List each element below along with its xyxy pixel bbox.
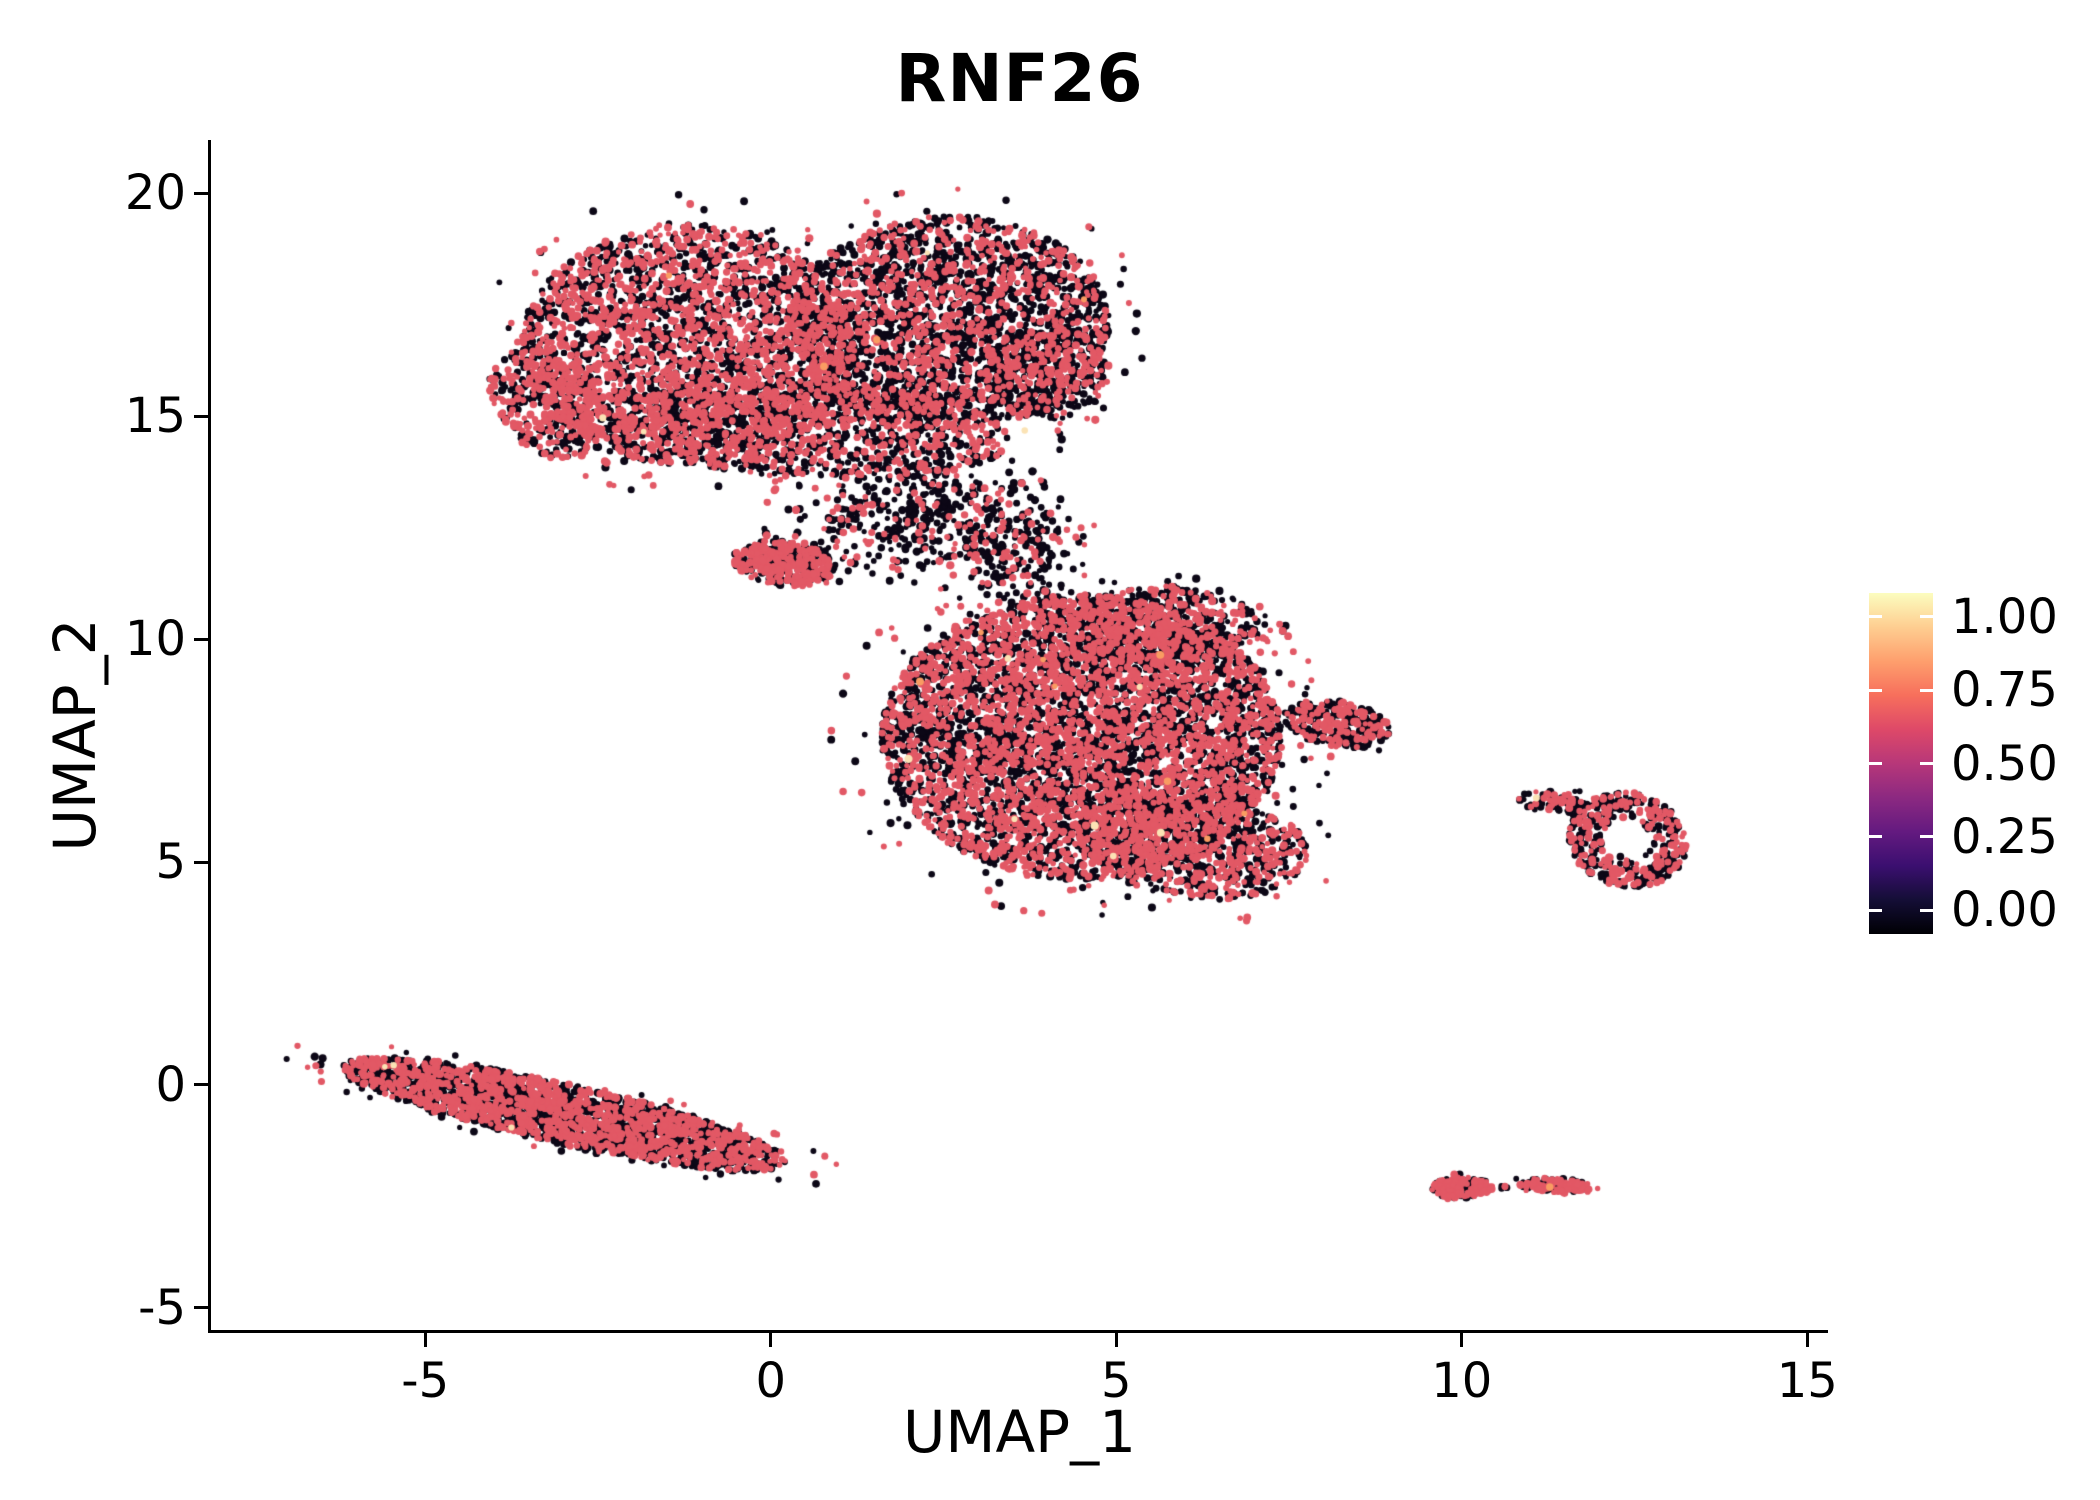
y-axis-tick [194, 637, 208, 641]
plot-area [211, 140, 1828, 1330]
colorbar-label: 0.25 [1951, 808, 2058, 865]
colorbar-label: 1.00 [1951, 588, 2058, 645]
colorbar-tick-right [1920, 908, 1933, 912]
x-axis-tick-label: 15 [1776, 1353, 1838, 1409]
x-axis-tick-label: 5 [1100, 1353, 1132, 1409]
x-axis-tick [1460, 1333, 1464, 1347]
y-axis-tick [194, 1083, 208, 1087]
y-axis-tick [194, 860, 208, 864]
x-axis-tick [1114, 1333, 1118, 1347]
y-axis-tick [194, 191, 208, 195]
colorbar-tick-right [1920, 835, 1933, 839]
scatter-points-canvas [211, 140, 1828, 1330]
x-axis-tick [769, 1333, 773, 1347]
x-axis-line [208, 1330, 1828, 1333]
y-axis-tick [194, 1306, 208, 1310]
y-axis-tick-label: -5 [138, 1279, 186, 1336]
colorbar-tick-right [1920, 762, 1933, 765]
x-axis-tick [1805, 1333, 1809, 1347]
x-axis-tick-label: -5 [401, 1353, 450, 1409]
colorbar-gradient [1869, 593, 1933, 934]
y-axis-line [208, 140, 211, 1333]
x-axis-tick-label: 0 [755, 1353, 786, 1409]
colorbar-tick-right [1920, 688, 1933, 692]
colorbar-tick-left [1869, 615, 1882, 619]
x-axis-tick [423, 1333, 427, 1347]
y-axis-tick-label: 15 [124, 388, 186, 445]
x-axis-label: UMAP_1 [902, 1398, 1137, 1466]
x-axis-tick-label: 10 [1431, 1353, 1493, 1409]
colorbar-tick-left [1869, 762, 1882, 765]
y-axis-tick-label: 10 [124, 611, 186, 668]
y-axis-tick-label: 20 [124, 165, 186, 222]
plot-title: RNF26 [895, 40, 1144, 117]
y-axis-tick [194, 414, 208, 418]
colorbar-tick-left [1869, 688, 1882, 692]
colorbar-label: 0.75 [1951, 662, 2058, 719]
y-axis-tick-label: 5 [155, 834, 186, 891]
colorbar-tick-left [1869, 908, 1882, 912]
colorbar-label: 0.00 [1951, 882, 2058, 939]
colorbar-tick-left [1869, 835, 1882, 839]
y-axis-tick-label: 0 [155, 1056, 186, 1113]
colorbar-tick-right [1920, 615, 1933, 619]
colorbar-label: 0.50 [1951, 735, 2058, 792]
